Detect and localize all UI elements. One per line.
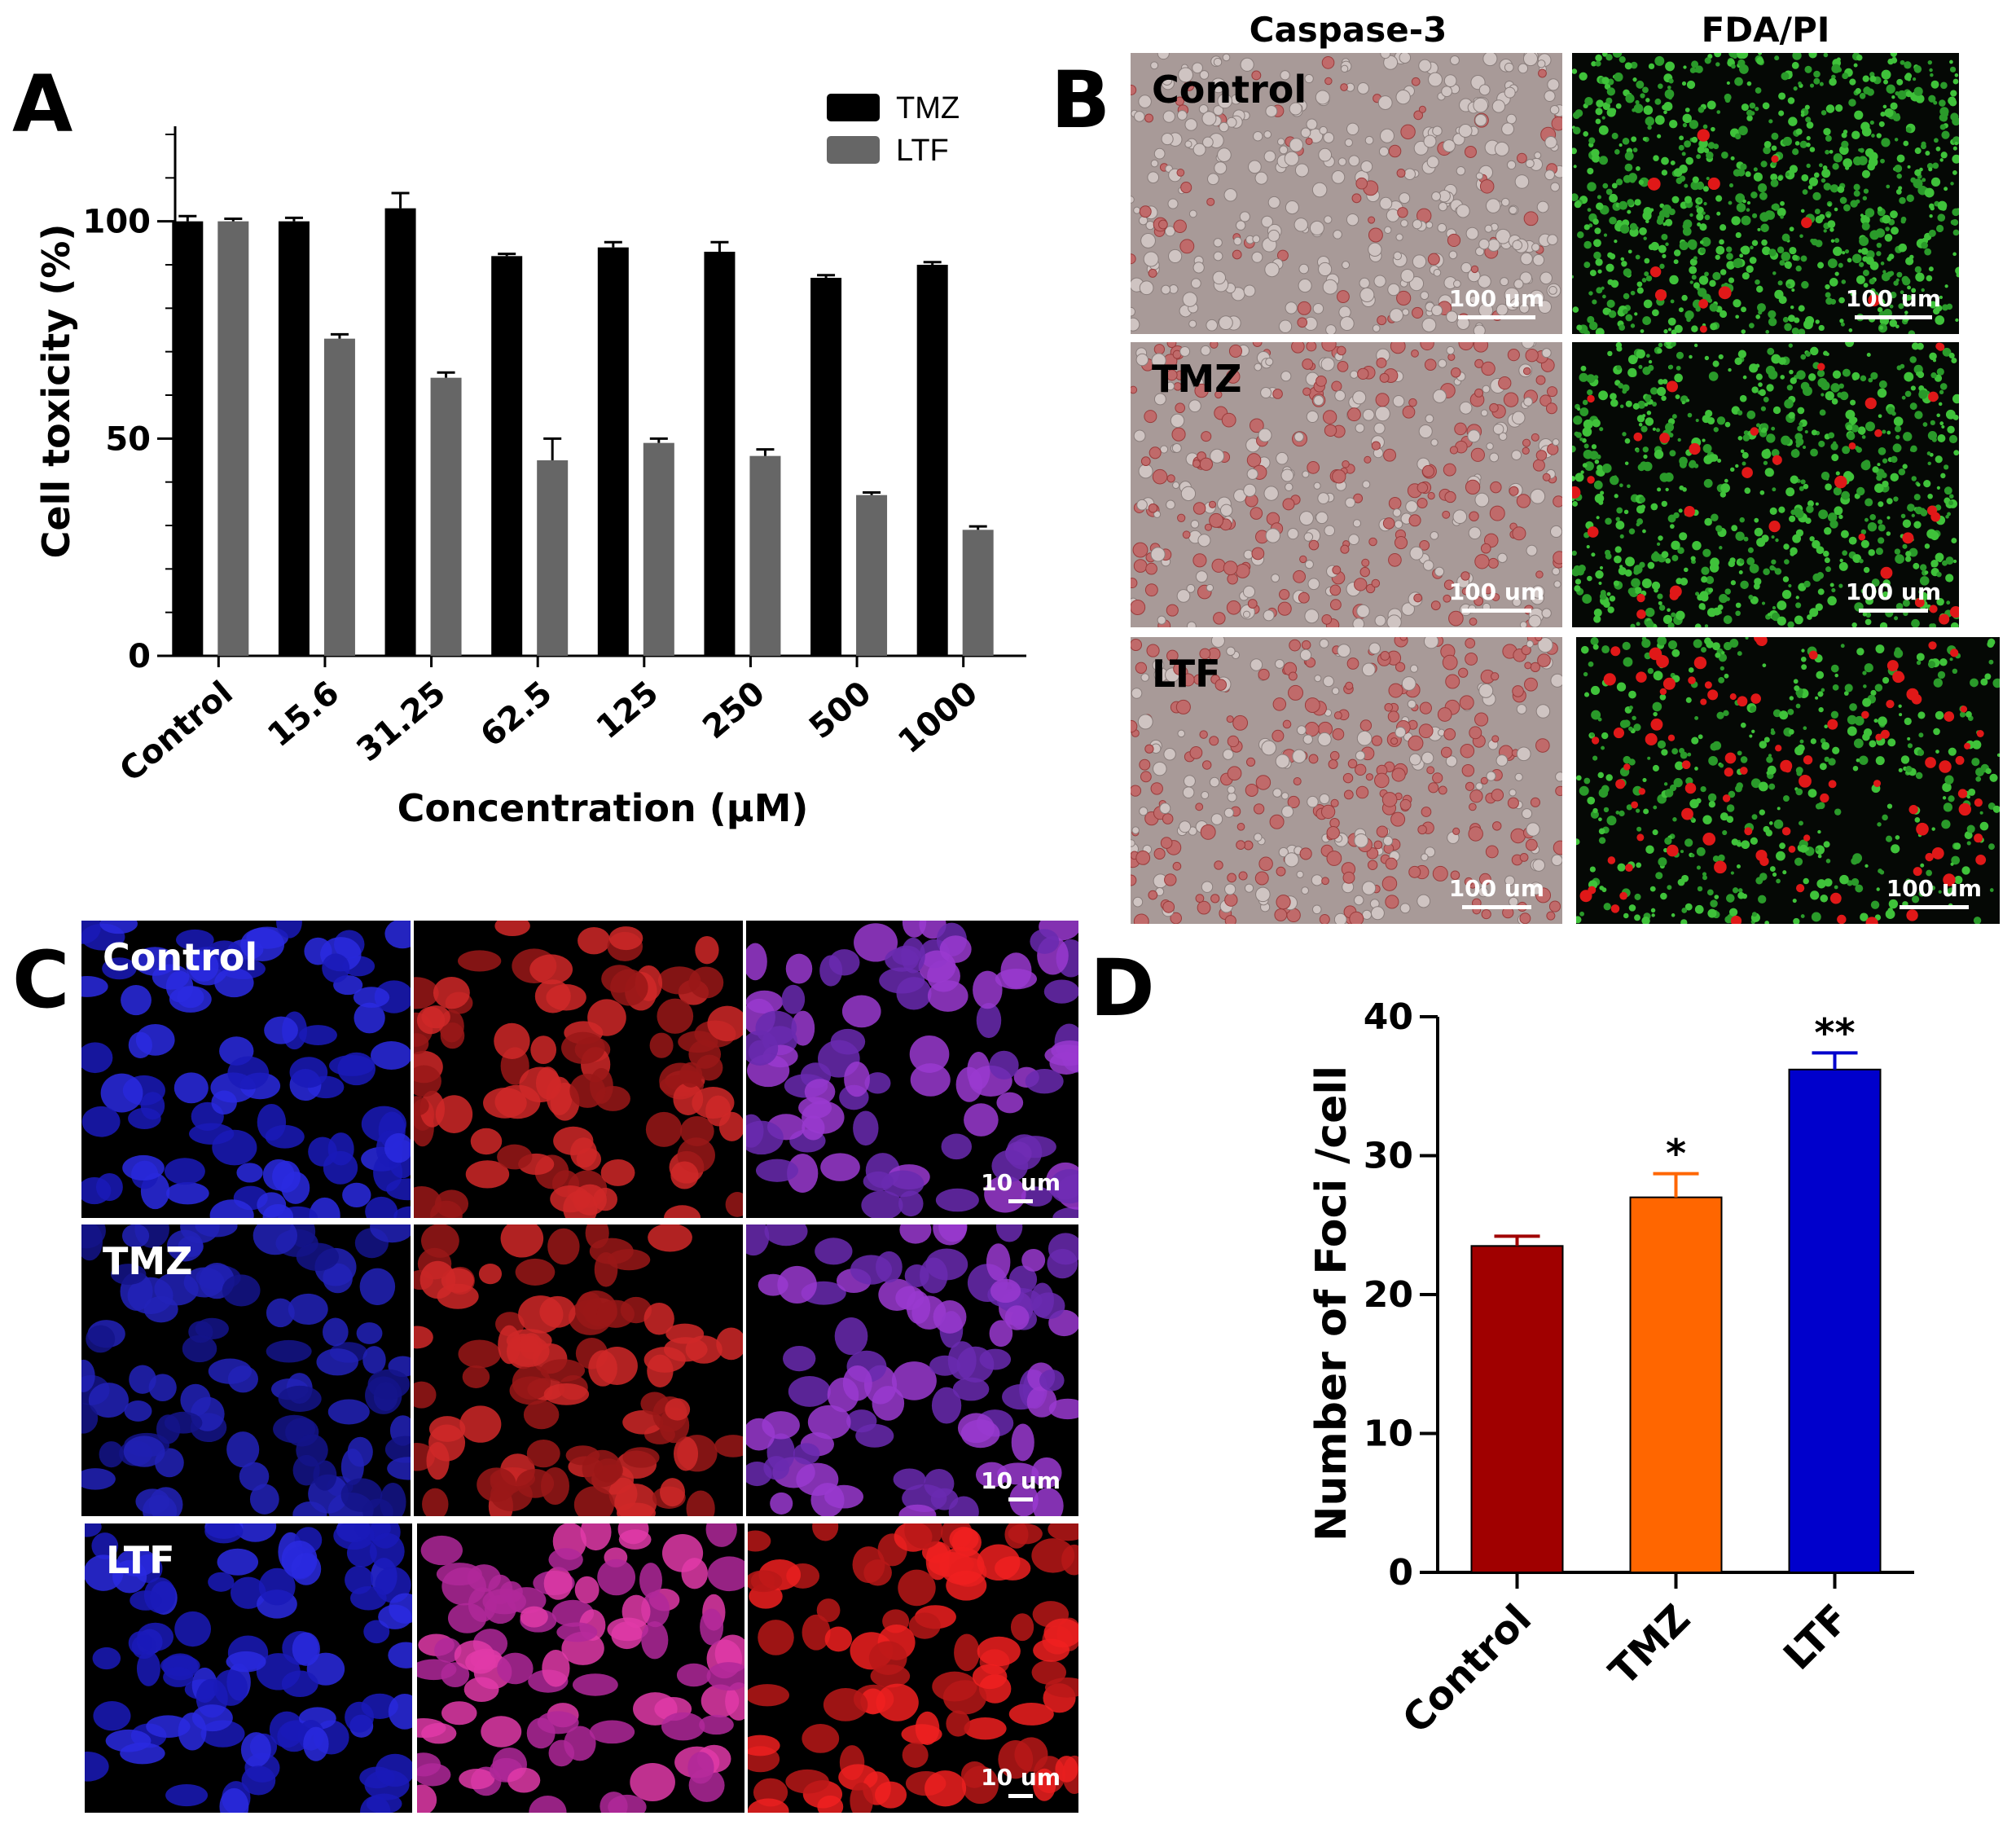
fda-pi-image-control: 100 um (1572, 53, 1959, 334)
x-tick-label: TMZ (1601, 1596, 1699, 1695)
scale-bar: 100 um (1449, 875, 1544, 909)
row-label-control: Control (1152, 68, 1307, 112)
bar-tmz (916, 265, 948, 656)
x-tick-label: 1000 (891, 674, 985, 761)
x-tick-label: Control (112, 674, 239, 789)
panel-c-letter: C (12, 934, 70, 1026)
bar-tmz (810, 278, 842, 656)
legend-label-ltf: LTF (896, 134, 949, 168)
confocal-ltf-red: 10 um (748, 1523, 1078, 1813)
x-tick-label: 31.25 (349, 674, 452, 769)
x-axis-label: Concentration (μM) (397, 786, 809, 830)
x-tick-label: Control (1394, 1596, 1540, 1743)
scale-bar-label: 100 um (1448, 285, 1544, 312)
bar-ltf (962, 530, 994, 656)
bar-tmz (704, 252, 736, 656)
confocal-tmz-merge: 10 um (746, 1224, 1078, 1516)
scale-bar: 100 um (1846, 285, 1941, 319)
row-label-control: Control (103, 935, 258, 979)
scale-bar-label: 100 um (1845, 578, 1941, 605)
bar-ltf (749, 455, 781, 656)
y-tick-label: 100 (83, 204, 152, 241)
scale-bar: 100 um (1449, 285, 1544, 319)
scale-bar: 100 um (1449, 578, 1544, 613)
bar-ltf (430, 377, 462, 656)
caspase-image-tmz: TMZ 100 um (1131, 342, 1562, 627)
scale-bar: 10 um (981, 1764, 1061, 1798)
y-tick-label: 10 (1364, 1414, 1413, 1455)
caspase-image-control: Control 100 um (1131, 53, 1562, 334)
x-tick-label: 15.6 (261, 674, 346, 754)
bar-ltf (643, 442, 674, 656)
legend-swatch-ltf (827, 136, 880, 164)
bar-tmz (597, 247, 629, 656)
y-tick-label: 0 (1388, 1552, 1413, 1594)
confocal-control-red (414, 921, 743, 1218)
row-label-ltf: LTF (1152, 652, 1221, 696)
confocal-control-dapi: Control (81, 921, 411, 1218)
y-tick-label: 40 (1364, 996, 1413, 1038)
panel-a-bar-chart: 0 50 100 Control 15.6 31.25 62.5 125 250 500 1000 C… (34, 91, 1026, 830)
column-header-caspase: Caspase-3 (1249, 10, 1447, 50)
x-tick-label: 125 (590, 674, 666, 746)
row-label-ltf: LTF (106, 1538, 175, 1582)
x-tick-label: 500 (802, 674, 879, 746)
significance-label: * (1666, 1132, 1686, 1177)
bar-tmz (278, 221, 310, 656)
scale-bar-label: 10 um (981, 1764, 1061, 1791)
confocal-tmz-red (414, 1224, 743, 1516)
confocal-ltf-dapi: LTF (85, 1523, 412, 1813)
scale-bar-label: 100 um (1845, 285, 1941, 312)
scale-bar-label: 100 um (1448, 578, 1544, 605)
panel-b-letter: B (1051, 55, 1111, 146)
confocal-tmz-dapi: TMZ (81, 1224, 411, 1516)
scale-bar: 100 um (1886, 875, 1982, 909)
y-tick-label: 0 (128, 638, 151, 675)
row-label-tmz: TMZ (103, 1239, 193, 1283)
legend-label-tmz: TMZ (896, 91, 960, 125)
panel-d-letter: D (1090, 943, 1155, 1034)
panel-a-letter: A (12, 59, 73, 150)
row-label-tmz: TMZ (1152, 357, 1242, 401)
bar-tmz (384, 208, 416, 656)
y-axis-label: Number of Foci /cell (1307, 1066, 1356, 1541)
bar-control (1470, 1245, 1564, 1573)
x-tick-label: 250 (696, 674, 772, 746)
scale-bar: 10 um (981, 1169, 1061, 1203)
significance-label: ** (1814, 1010, 1855, 1056)
scale-bar-label: 100 um (1448, 875, 1544, 902)
y-tick-label: 20 (1364, 1274, 1413, 1316)
bar-tmz (491, 256, 523, 656)
caspase-image-ltf: LTF 100 um (1131, 637, 1562, 924)
x-tick-label: 62.5 (473, 674, 559, 754)
scale-bar-label: 10 um (981, 1169, 1061, 1196)
bar-ltf (1788, 1068, 1882, 1574)
bar-ltf (323, 338, 355, 656)
bar-ltf (537, 460, 569, 656)
bar-tmz (1629, 1196, 1723, 1573)
bar-ltf (217, 221, 249, 656)
scale-bar-label: 10 um (981, 1467, 1061, 1494)
panel-d-bar-chart: 0 10 20 30 40 Control * TMZ ** LTF Number of Foci … (1307, 996, 1914, 1743)
confocal-ltf-merge (417, 1523, 744, 1813)
bar-ltf (856, 495, 888, 656)
bar-tmz (172, 221, 204, 656)
column-header-fda-pi: FDA/PI (1701, 10, 1830, 50)
scale-bar: 100 um (1846, 578, 1941, 613)
fda-pi-image-ltf: 100 um (1576, 637, 2000, 924)
y-tick-label: 30 (1364, 1136, 1413, 1177)
legend-swatch-tmz (827, 94, 880, 121)
confocal-control-merge: 10 um (746, 921, 1078, 1218)
scale-bar: 10 um (981, 1467, 1061, 1501)
y-tick-label: 50 (105, 420, 151, 458)
x-tick-label: LTF (1775, 1596, 1858, 1679)
fda-pi-image-tmz: 100 um (1572, 342, 1959, 627)
y-axis-label: Cell toxicity (%) (34, 224, 78, 559)
scale-bar-label: 100 um (1886, 875, 1982, 902)
